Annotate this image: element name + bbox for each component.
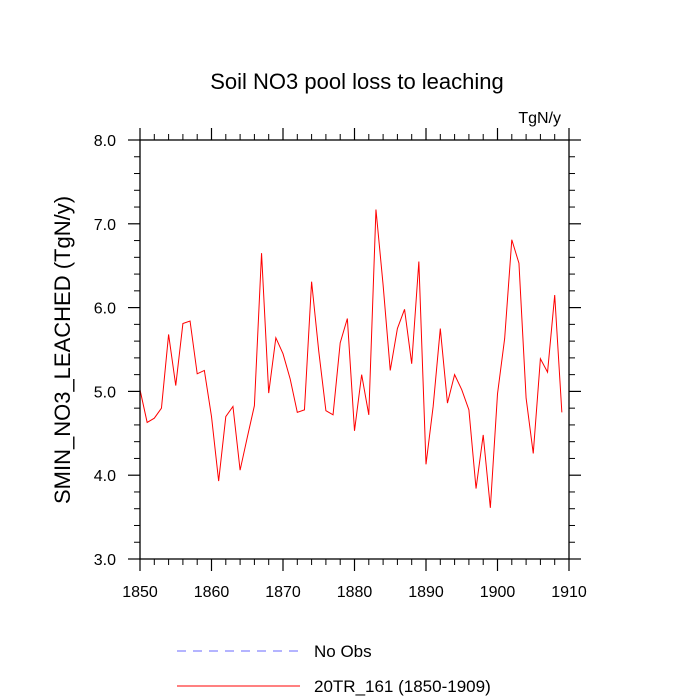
y-tick-label: 4.0 (94, 468, 116, 485)
axes: 1850 1860 1870 1880 1890 1900 1910 3.0 4.0 5.0 6.0… (94, 128, 587, 601)
series-lines (139, 209, 563, 508)
legend-label: No Obs (314, 642, 372, 661)
legend: No Obs 20TR_161 (1850-1909) (177, 642, 491, 696)
y-tick-label: 5.0 (94, 384, 116, 401)
x-tick-label: 1850 (122, 584, 158, 601)
y-tick-label: 3.0 (94, 552, 116, 569)
legend-label: 20TR_161 (1850-1909) (314, 677, 491, 696)
series-line (139, 209, 563, 508)
x-tick-label: 1890 (408, 584, 444, 601)
x-tick-label: 1860 (194, 584, 230, 601)
chart-title: Soil NO3 pool loss to leaching (210, 69, 504, 94)
x-tick-label: 1870 (265, 584, 301, 601)
y-tick-label: 6.0 (94, 301, 116, 318)
x-tick-label: 1910 (551, 584, 587, 601)
y-axis-label: SMIN_NO3_LEACHED (TgN/y) (50, 196, 75, 504)
plot-frame (139, 139, 570, 560)
x-tick-label: 1880 (337, 584, 373, 601)
x-tick-label: 1900 (480, 584, 516, 601)
y-tick-label: 8.0 (94, 133, 116, 150)
units-label: TgN/y (518, 110, 561, 127)
y-tick-label: 7.0 (94, 217, 116, 234)
